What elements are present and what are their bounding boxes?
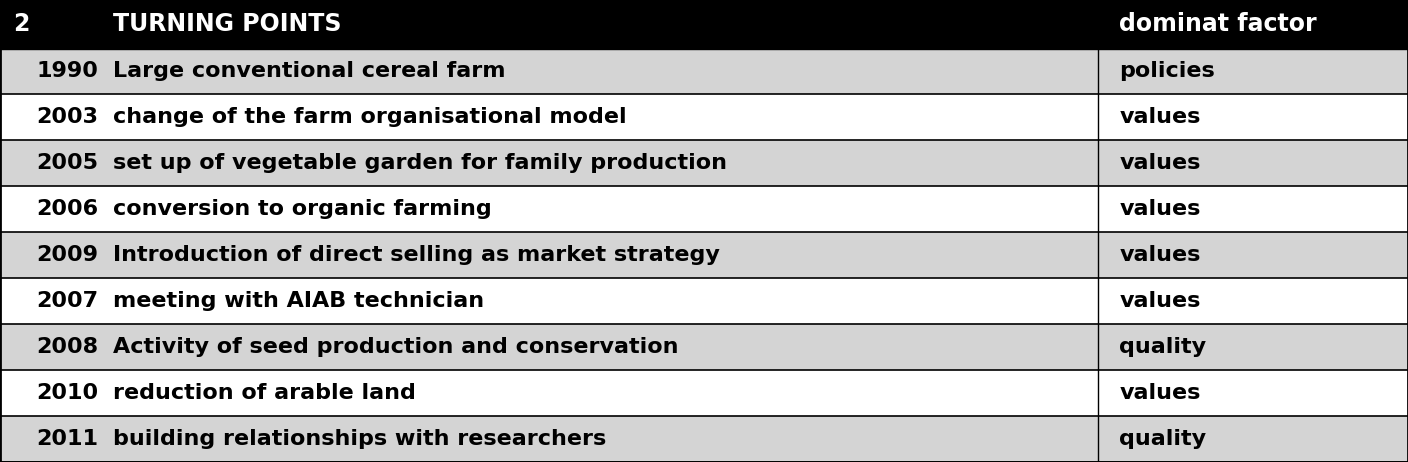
Text: quality: quality — [1119, 429, 1207, 449]
Text: 2006: 2006 — [37, 199, 99, 219]
Text: values: values — [1119, 291, 1201, 311]
Bar — [0, 186, 1408, 232]
Text: change of the farm organisational model: change of the farm organisational model — [113, 108, 627, 128]
Text: TURNING POINTS: TURNING POINTS — [113, 12, 341, 36]
Text: Introduction of direct selling as market strategy: Introduction of direct selling as market… — [113, 245, 719, 265]
Bar — [0, 278, 1408, 324]
Text: 1990: 1990 — [37, 61, 99, 81]
Text: building relationships with researchers: building relationships with researchers — [113, 429, 605, 449]
Text: values: values — [1119, 383, 1201, 403]
Text: 2011: 2011 — [37, 429, 99, 449]
Text: conversion to organic farming: conversion to organic farming — [113, 199, 491, 219]
Text: 2010: 2010 — [37, 383, 99, 403]
Bar — [0, 416, 1408, 462]
Text: quality: quality — [1119, 337, 1207, 357]
Text: values: values — [1119, 108, 1201, 128]
Text: 2007: 2007 — [37, 291, 99, 311]
Text: Activity of seed production and conservation: Activity of seed production and conserva… — [113, 337, 679, 357]
Text: set up of vegetable garden for family production: set up of vegetable garden for family pr… — [113, 153, 727, 173]
Text: values: values — [1119, 153, 1201, 173]
Bar — [0, 94, 1408, 140]
Bar — [0, 324, 1408, 370]
Text: Large conventional cereal farm: Large conventional cereal farm — [113, 61, 505, 81]
Text: dominat factor: dominat factor — [1119, 12, 1316, 36]
Text: reduction of arable land: reduction of arable land — [113, 383, 415, 403]
Text: values: values — [1119, 245, 1201, 265]
Bar — [0, 49, 1408, 94]
Text: policies: policies — [1119, 61, 1215, 81]
Bar — [0, 140, 1408, 186]
Text: 2003: 2003 — [37, 108, 99, 128]
Text: 2009: 2009 — [37, 245, 99, 265]
Text: 2: 2 — [13, 12, 30, 36]
Text: meeting with AIAB technician: meeting with AIAB technician — [113, 291, 484, 311]
Text: 2008: 2008 — [37, 337, 99, 357]
Bar — [0, 232, 1408, 278]
Text: values: values — [1119, 199, 1201, 219]
Text: 2005: 2005 — [37, 153, 99, 173]
Bar — [0, 0, 1408, 49]
Bar — [0, 370, 1408, 416]
